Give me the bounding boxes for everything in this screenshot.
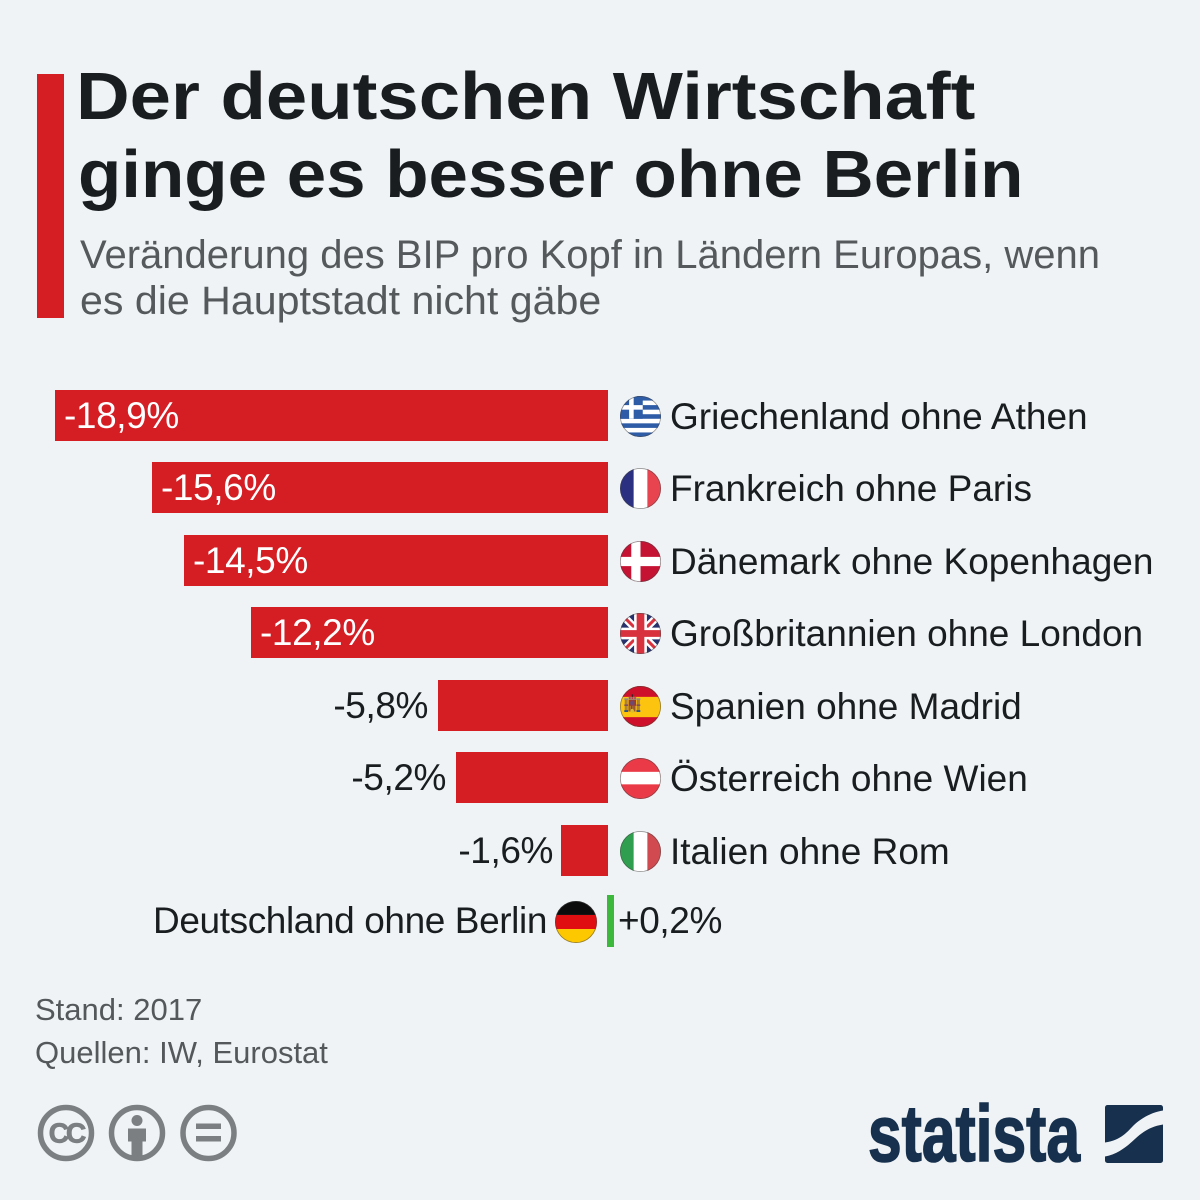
svg-text:CC: CC xyxy=(49,1118,86,1149)
svg-text:statista: statista xyxy=(868,1100,1080,1170)
